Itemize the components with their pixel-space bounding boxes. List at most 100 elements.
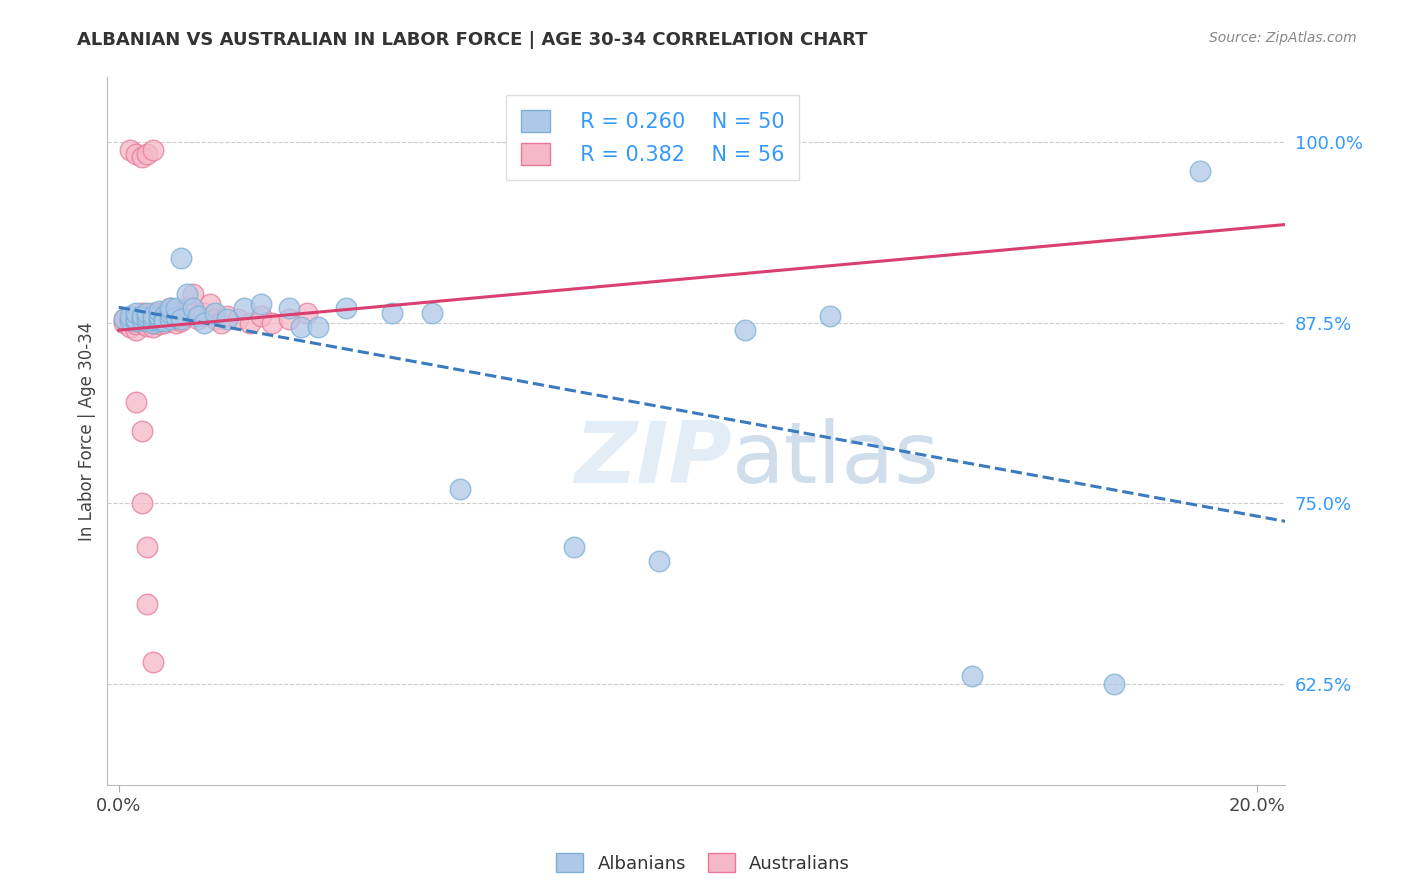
Point: [1104, 676, 1126, 690]
Point: [381, 306, 404, 320]
Point: [120, 309, 142, 323]
Point: [136, 309, 159, 323]
Point: [131, 424, 153, 438]
Point: [148, 311, 170, 326]
Point: [125, 147, 148, 161]
Point: [131, 316, 153, 330]
Point: [170, 309, 193, 323]
Point: [335, 301, 357, 316]
Point: [215, 309, 238, 323]
Point: [159, 301, 181, 316]
Point: [204, 306, 226, 320]
Legend:   R = 0.260    N = 50,   R = 0.382    N = 56: R = 0.260 N = 50, R = 0.382 N = 56: [506, 95, 799, 180]
Point: [136, 310, 159, 324]
Y-axis label: In Labor Force | Age 30-34: In Labor Force | Age 30-34: [79, 321, 96, 541]
Point: [226, 311, 249, 326]
Point: [125, 311, 148, 326]
Point: [181, 301, 204, 316]
Point: [153, 313, 176, 327]
Point: [209, 316, 232, 330]
Point: [153, 314, 176, 328]
Point: [165, 310, 187, 324]
Point: [153, 311, 176, 326]
Point: [165, 301, 187, 316]
Point: [198, 297, 221, 311]
Point: [159, 301, 181, 316]
Point: [136, 597, 159, 611]
Text: ALBANIAN VS AUSTRALIAN IN LABOR FORCE | AGE 30-34 CORRELATION CHART: ALBANIAN VS AUSTRALIAN IN LABOR FORCE | …: [77, 31, 868, 49]
Point: [449, 482, 471, 496]
Point: [165, 304, 187, 318]
Point: [136, 314, 159, 328]
Point: [125, 309, 148, 323]
Point: [148, 313, 170, 327]
Point: [131, 496, 153, 510]
Point: [131, 150, 153, 164]
Point: [136, 318, 159, 333]
Point: [136, 306, 159, 320]
Point: [136, 314, 159, 328]
Point: [250, 309, 273, 323]
Point: [165, 310, 187, 324]
Point: [232, 301, 254, 316]
Point: [142, 311, 165, 326]
Point: [142, 313, 165, 327]
Point: [148, 318, 170, 332]
Point: [114, 316, 136, 330]
Point: [153, 316, 176, 330]
Point: [142, 320, 165, 334]
Point: [148, 309, 170, 323]
Point: [239, 316, 262, 330]
Point: [125, 318, 148, 332]
Point: [125, 314, 148, 328]
Point: [181, 287, 204, 301]
Point: [120, 314, 142, 328]
Point: [142, 655, 165, 669]
Point: [818, 309, 841, 323]
Point: [142, 309, 165, 323]
Point: [142, 306, 165, 320]
Point: [153, 306, 176, 320]
Point: [125, 323, 148, 337]
Point: [153, 309, 176, 323]
Point: [131, 306, 153, 320]
Point: [1188, 164, 1211, 178]
Point: [278, 301, 301, 316]
Point: [176, 301, 198, 316]
Point: [142, 316, 165, 330]
Point: [215, 311, 238, 326]
Point: [262, 316, 284, 330]
Point: [193, 306, 215, 320]
Point: [159, 309, 181, 323]
Point: [131, 309, 153, 323]
Point: [142, 143, 165, 157]
Point: [193, 316, 215, 330]
Point: [734, 323, 756, 337]
Point: [204, 311, 226, 326]
Point: [562, 540, 585, 554]
Point: [120, 320, 142, 334]
Point: [960, 669, 983, 683]
Point: [159, 311, 181, 326]
Point: [148, 306, 170, 320]
Point: [170, 251, 193, 265]
Point: [136, 540, 159, 554]
Point: [148, 314, 170, 328]
Point: [295, 306, 318, 320]
Point: [131, 311, 153, 326]
Point: [187, 311, 209, 326]
Point: [114, 311, 136, 326]
Legend: Albanians, Australians: Albanians, Australians: [547, 845, 859, 881]
Point: [125, 395, 148, 409]
Point: [142, 316, 165, 330]
Point: [250, 297, 273, 311]
Point: [120, 313, 142, 327]
Point: [170, 311, 193, 326]
Point: [165, 316, 187, 330]
Point: [125, 306, 148, 320]
Point: [114, 311, 136, 326]
Point: [148, 304, 170, 318]
Point: [648, 554, 671, 568]
Point: [290, 320, 312, 334]
Point: [120, 143, 142, 157]
